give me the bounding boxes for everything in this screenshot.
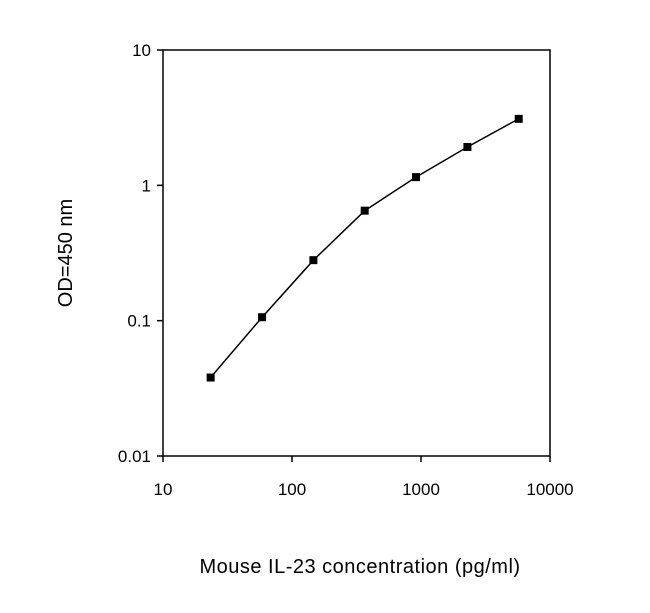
series-line	[210, 118, 520, 378]
data-point-marker	[412, 173, 421, 182]
x-tick-label: 1000	[402, 480, 440, 499]
x-tick-label: 10	[154, 480, 173, 499]
data-point-marker	[463, 142, 472, 151]
x-axis-ticks: 10 100 1000 10000	[154, 456, 574, 499]
y-axis-title: OD=450 nm	[55, 199, 77, 307]
y-tick-label: 1	[142, 176, 151, 195]
data-point-marker	[258, 313, 267, 322]
data-point-marker	[514, 114, 523, 123]
y-tick-label: 0.01	[118, 447, 151, 466]
data-point-marker	[309, 256, 318, 265]
series-layer	[206, 114, 523, 382]
y-tick-label: 0.1	[127, 312, 151, 331]
x-tick-label: 10000	[526, 480, 573, 499]
y-axis-ticks: 0.01 0.1 1 10	[118, 41, 163, 466]
data-point-marker	[360, 206, 369, 215]
x-tick-label: 100	[278, 480, 306, 499]
x-axis-title: Mouse IL-23 concentration (pg/ml)	[199, 556, 520, 578]
y-tick-label: 10	[132, 41, 151, 60]
data-point-marker	[206, 373, 215, 382]
plot-area-frame	[162, 49, 551, 457]
